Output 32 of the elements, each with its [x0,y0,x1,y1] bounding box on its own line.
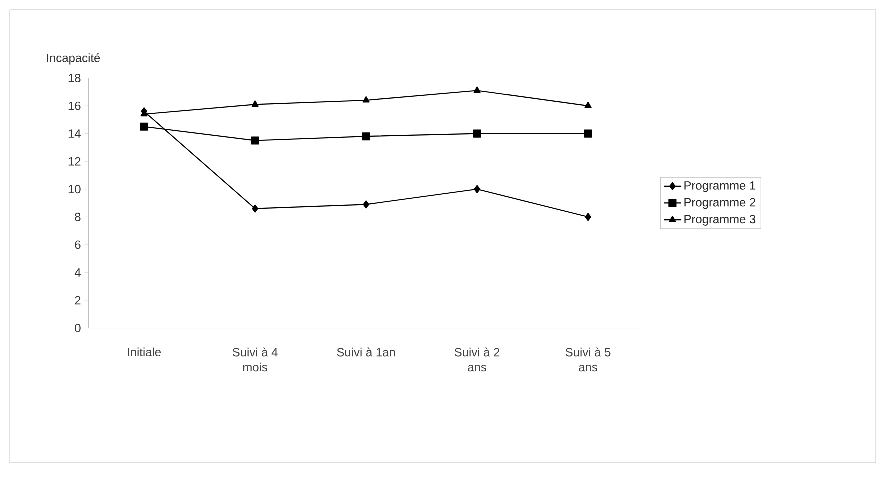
y-tick-label: 10 [68,185,81,194]
y-tick-label: 8 [75,212,81,222]
y-tick-label: 2 [75,296,81,305]
x-tick-label: Suivi à 4 mois [232,348,278,372]
legend-label: Programme 1 [684,182,756,192]
point [584,102,592,108]
y-tick-label: 12 [68,157,81,166]
point [585,213,592,222]
y-tick-label: 14 [68,130,81,138]
x-tick-label: Suivi à 5 ans [566,348,611,372]
y-tick-label: 18 [68,74,81,82]
point [474,185,480,194]
x-tick-label: Suivi à 2 ans [454,348,500,372]
y-tick-label: 0 [75,324,81,332]
legend-label: Programme 2 [684,198,756,210]
point [363,200,370,209]
point [252,100,259,107]
point [140,122,148,131]
point [362,132,370,141]
point [251,136,260,145]
y-tick-label: 16 [68,102,81,110]
legend-label: Programme 3 [684,215,756,226]
point [252,204,258,213]
x-tick-label: Suivi à 1an [337,348,396,357]
y-axis-title: Incapacité [47,53,100,65]
point [474,86,481,94]
y-tick-label: 6 [75,240,81,250]
point [362,96,370,103]
y-tick-label: 4 [74,268,81,277]
point [473,130,482,138]
x-tick-label: Initiale [128,348,162,357]
point [584,130,592,138]
